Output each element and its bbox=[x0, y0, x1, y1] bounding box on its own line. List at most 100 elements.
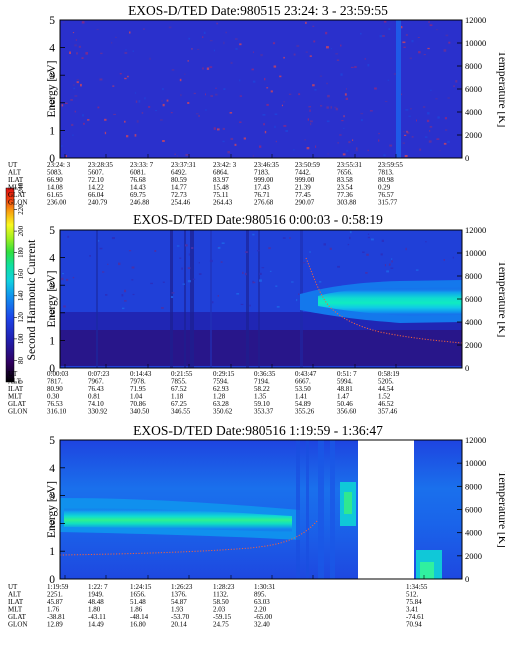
ephemeris-tables: UT 23:24: 3 23:28:35 23:33: 7 23:37:31 23:42:… bbox=[8, 161, 428, 629]
row-label: ALT bbox=[8, 591, 22, 599]
colorbar-tick: 180 bbox=[14, 247, 25, 258]
row-label: ILAT bbox=[8, 385, 24, 393]
row-label: MLT bbox=[8, 393, 23, 401]
row-label: UT bbox=[8, 583, 18, 591]
table-cell: 6667. bbox=[295, 378, 311, 386]
table-cell: 999.00 bbox=[295, 176, 315, 184]
table-cell: 23:55:31 bbox=[337, 161, 362, 169]
panel-title: EXOS-D/TED Date:980516 1:19:59 - 1:36:47 bbox=[133, 423, 383, 438]
temperature-tick-label: 6000 bbox=[465, 84, 482, 94]
table-cell: -59.15 bbox=[213, 613, 232, 621]
table-cell: 246.88 bbox=[130, 199, 150, 207]
table-cell: 83.97 bbox=[213, 176, 229, 184]
table-cell: 303.88 bbox=[337, 199, 357, 207]
noise-speckle bbox=[61, 21, 458, 158]
temperature-tick-label: 6000 bbox=[465, 294, 482, 304]
row-label: ILAT bbox=[8, 176, 24, 184]
energy-tick-label: 2 bbox=[49, 518, 55, 530]
table-cell: 1.28 bbox=[213, 393, 226, 401]
colorbar-scale bbox=[5, 187, 15, 383]
table-cell: 54.89 bbox=[295, 400, 311, 408]
table-cell: 12.89 bbox=[47, 621, 63, 629]
table-cell: 5205. bbox=[378, 378, 394, 386]
temperature-tick-label: 2000 bbox=[465, 551, 482, 561]
table-cell: 1.04 bbox=[130, 393, 143, 401]
table-cell: 6081. bbox=[130, 169, 146, 177]
data-gap bbox=[358, 440, 414, 579]
table-cell: 75.11 bbox=[213, 191, 229, 199]
row-label: ALT bbox=[8, 378, 22, 386]
energy-tick-label: 2 bbox=[49, 98, 55, 110]
table-cell: 74.10 bbox=[88, 400, 104, 408]
panel-axes: 0 1 2 3 4 5 0 2000 4000 6000 8000 10000 12000 Energy … bbox=[46, 225, 505, 375]
temperature-tick-label: 4000 bbox=[465, 528, 482, 538]
table-cell: 5607. bbox=[88, 169, 104, 177]
temperature-tick-label: 2000 bbox=[465, 130, 482, 140]
table-cell: 1.86 bbox=[130, 606, 143, 614]
table-cell: 75.84 bbox=[406, 598, 422, 606]
panel-980516-b: EXOS-D/TED Date:980516 1:19:59 - 1:36:47 bbox=[59, 423, 463, 580]
row-label: GLON bbox=[8, 408, 27, 416]
table-cell: 1:22: 7 bbox=[88, 583, 108, 591]
colorbar-tick: 240 bbox=[14, 182, 25, 193]
table-cell: 7817. bbox=[47, 378, 63, 386]
table-cell: 45.87 bbox=[47, 598, 63, 606]
table-cell: 21.39 bbox=[295, 184, 311, 192]
temperature-tick-label: 8000 bbox=[465, 481, 482, 491]
table-cell: 24.75 bbox=[213, 621, 229, 629]
table-cell: 254.46 bbox=[171, 199, 191, 207]
table-cell: 1.52 bbox=[378, 393, 391, 401]
table-cell: 7967. bbox=[88, 378, 104, 386]
colorbar-tick: 140 bbox=[14, 290, 25, 301]
table-cell: 66.04 bbox=[88, 191, 104, 199]
temperature-tick-label: 12000 bbox=[465, 435, 486, 445]
table-cell: 5083. bbox=[47, 169, 63, 177]
panel-axes: 0 1 2 3 4 5 0 2000 4000 6000 8000 10000 12000 Energy … bbox=[46, 435, 505, 586]
table-cell: 62.93 bbox=[213, 385, 229, 393]
ephemeris-table: UT 1:19:59 1:22: 7 1:24:15 1:26:23 1:28:23 1:3… bbox=[8, 583, 428, 629]
table-cell: 0:00:03 bbox=[47, 370, 69, 378]
table-cell: 23:33: 7 bbox=[130, 161, 154, 169]
table-cell: 1:24:15 bbox=[130, 583, 152, 591]
temperature-tick-label: 0 bbox=[465, 363, 469, 373]
table-cell: 236.00 bbox=[47, 199, 67, 207]
table-cell: 2.03 bbox=[213, 606, 226, 614]
energy-tick-label: 4 bbox=[49, 253, 55, 265]
table-cell: 7855. bbox=[171, 378, 187, 386]
energy-tick-label: 0 bbox=[49, 574, 55, 586]
row-label: GLON bbox=[8, 199, 27, 207]
energy-axis-label: Energy [eV] bbox=[46, 271, 58, 328]
table-cell: 67.52 bbox=[171, 385, 187, 393]
table-cell: 240.79 bbox=[88, 199, 108, 207]
table-cell: 63.03 bbox=[254, 598, 270, 606]
table-cell: 53.50 bbox=[295, 385, 311, 393]
row-label: GLAT bbox=[8, 613, 27, 621]
table-cell: 14.22 bbox=[88, 184, 104, 192]
row-label: ALT bbox=[8, 169, 22, 177]
table-cell: 7656. bbox=[337, 169, 353, 177]
colorbar-tick: 220 bbox=[14, 204, 25, 215]
ephemeris-table: UT 0:00:03 0:07:23 0:14:43 0:21:55 0:29:15 0:3… bbox=[8, 370, 400, 416]
table-cell: 6492. bbox=[171, 169, 187, 177]
colorbar-tick-label: 200 bbox=[17, 225, 25, 236]
table-cell: 340.50 bbox=[130, 408, 150, 416]
table-cell: 1376. bbox=[171, 591, 187, 599]
temperature-axis-label: Temperature [K] bbox=[496, 471, 505, 548]
energy-tick-label: 5 bbox=[49, 225, 55, 237]
table-cell: 276.68 bbox=[254, 199, 274, 207]
table-cell: 23:50:59 bbox=[295, 161, 320, 169]
table-cell: 14.08 bbox=[47, 184, 63, 192]
table-cell: 23:37:31 bbox=[171, 161, 196, 169]
temperature-axis-label: Temperature [K] bbox=[496, 51, 505, 128]
table-cell: 0.81 bbox=[88, 393, 101, 401]
table-cell: 350.62 bbox=[213, 408, 233, 416]
panel-980515: EXOS-D/TED Date:980515 23:24: 3 - 23:59:… bbox=[59, 3, 463, 159]
table-cell: 46.52 bbox=[378, 400, 394, 408]
colorbar-ticks: 0 80 100 120 140 160 180 200 220 240 bbox=[14, 182, 25, 384]
temperature-tick-label: 10000 bbox=[465, 248, 486, 258]
table-cell: 83.58 bbox=[337, 176, 353, 184]
temperature-trace bbox=[305, 257, 463, 344]
table-cell: 353.37 bbox=[254, 408, 274, 416]
panel-title: EXOS-D/TED Date:980516 0:00:03 - 0:58:19 bbox=[133, 212, 383, 227]
